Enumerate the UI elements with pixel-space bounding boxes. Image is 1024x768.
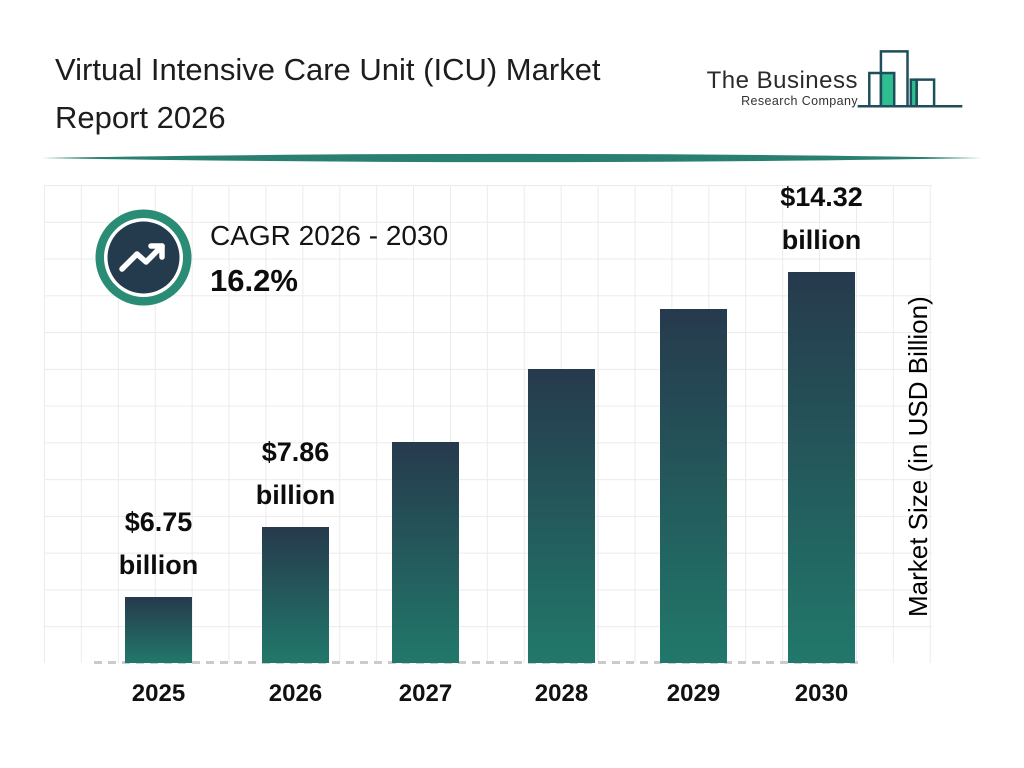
bar-2025 xyxy=(125,597,192,663)
bar-2027 xyxy=(392,442,459,663)
logo-bar-green-large xyxy=(879,71,896,108)
bar-2029 xyxy=(660,309,727,663)
title-divider xyxy=(42,153,982,163)
x-axis-label-2028: 2028 xyxy=(534,680,589,707)
trend-up-icon xyxy=(119,243,165,272)
bar-2030 xyxy=(788,272,855,663)
x-axis-label-2030: 2030 xyxy=(794,680,849,707)
bar-2026 xyxy=(262,527,329,663)
x-axis-label-2029: 2029 xyxy=(666,680,721,707)
logo-name: The Business xyxy=(706,67,858,94)
logo-skyline-icon xyxy=(857,50,963,108)
y-axis-label: Market Size (in USD Billion) xyxy=(903,296,933,618)
cagr-badge xyxy=(95,209,192,306)
x-axis-label-2025: 2025 xyxy=(131,680,186,707)
logo-bar-outline-medium xyxy=(868,71,881,107)
x-axis-label-2026: 2026 xyxy=(268,680,323,707)
divider-shape xyxy=(42,153,982,163)
cagr-value: 16.2% xyxy=(210,263,298,298)
baseline-dashed xyxy=(94,661,860,664)
page-title-line2: Report 2026 xyxy=(55,100,226,135)
logo-bar-outline-small xyxy=(915,78,936,107)
bar-2028 xyxy=(528,369,595,663)
value-label-2026: $7.86 billion xyxy=(255,437,336,510)
cagr-label: CAGR 2026 - 2030 xyxy=(210,220,449,251)
x-axis-label-2027: 2027 xyxy=(398,680,453,707)
page-title-line1: Virtual Intensive Care Unit (ICU) Market xyxy=(55,52,601,87)
logo-wordmark: The Business Research Company xyxy=(700,67,858,109)
page-title: Virtual Intensive Care Unit (ICU) Market… xyxy=(55,46,601,142)
chart-gridlines xyxy=(44,185,932,663)
value-label-2030: $14.32 billion xyxy=(780,182,863,255)
logo-subname: Research Company xyxy=(741,94,858,108)
value-label-2025: $6.75 billion xyxy=(118,507,199,580)
